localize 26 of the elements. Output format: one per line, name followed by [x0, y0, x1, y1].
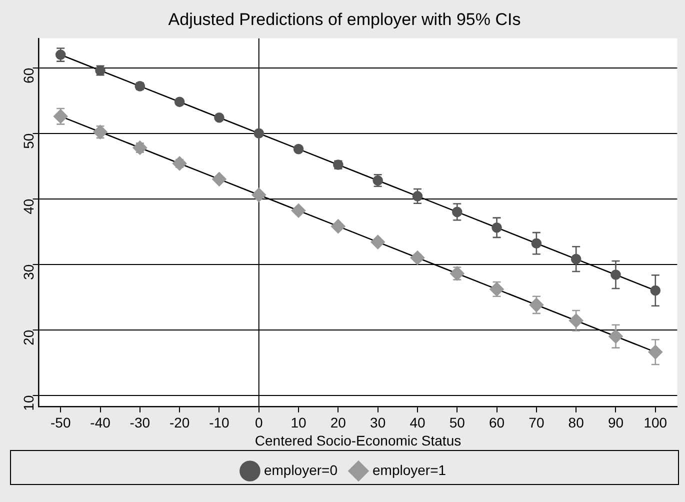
x-tick-label: 50	[449, 414, 466, 431]
x-tick-label: 70	[528, 414, 544, 431]
x-tick-label: -20	[169, 414, 190, 431]
x-tick-label: -30	[130, 414, 150, 431]
x-tick-label: 10	[290, 414, 307, 431]
y-tick-label: 60	[20, 68, 37, 84]
x-tick-label: -40	[90, 414, 111, 431]
x-tick-label: 40	[410, 414, 426, 431]
chart-title: Adjusted Predictions of employer with 95% CIs	[168, 10, 521, 29]
y-tick-label: 30	[20, 264, 37, 280]
x-tick-label: 0	[254, 414, 263, 431]
x-tick-label: 80	[568, 414, 584, 431]
y-tick-label: 20	[20, 330, 37, 346]
y-tick-label: 40	[20, 198, 37, 214]
y-tick-label: 50	[20, 133, 37, 149]
x-tick-label: 20	[330, 414, 346, 431]
legend-label: employer=1	[372, 462, 446, 478]
x-tick-label: 90	[608, 414, 624, 431]
y-tick-label: 10	[20, 395, 37, 411]
x-axis-title: Centered Socio-Economic Status	[254, 432, 462, 448]
x-tick-label: -50	[50, 414, 71, 431]
x-tick-label: 60	[488, 414, 505, 431]
x-tick-label: -10	[209, 414, 230, 431]
legend-label: employer=0	[264, 462, 338, 478]
x-tick-label: 30	[370, 414, 386, 431]
x-tick-label: 100	[644, 414, 668, 431]
